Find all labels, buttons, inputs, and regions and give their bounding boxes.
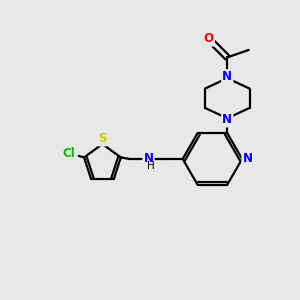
Text: N: N	[222, 70, 232, 83]
Text: Cl: Cl	[63, 147, 76, 160]
Text: N: N	[242, 152, 253, 165]
Text: S: S	[98, 132, 107, 145]
Text: O: O	[204, 32, 214, 46]
Text: N: N	[143, 152, 154, 165]
Text: N: N	[222, 113, 232, 126]
Text: H: H	[147, 161, 155, 171]
